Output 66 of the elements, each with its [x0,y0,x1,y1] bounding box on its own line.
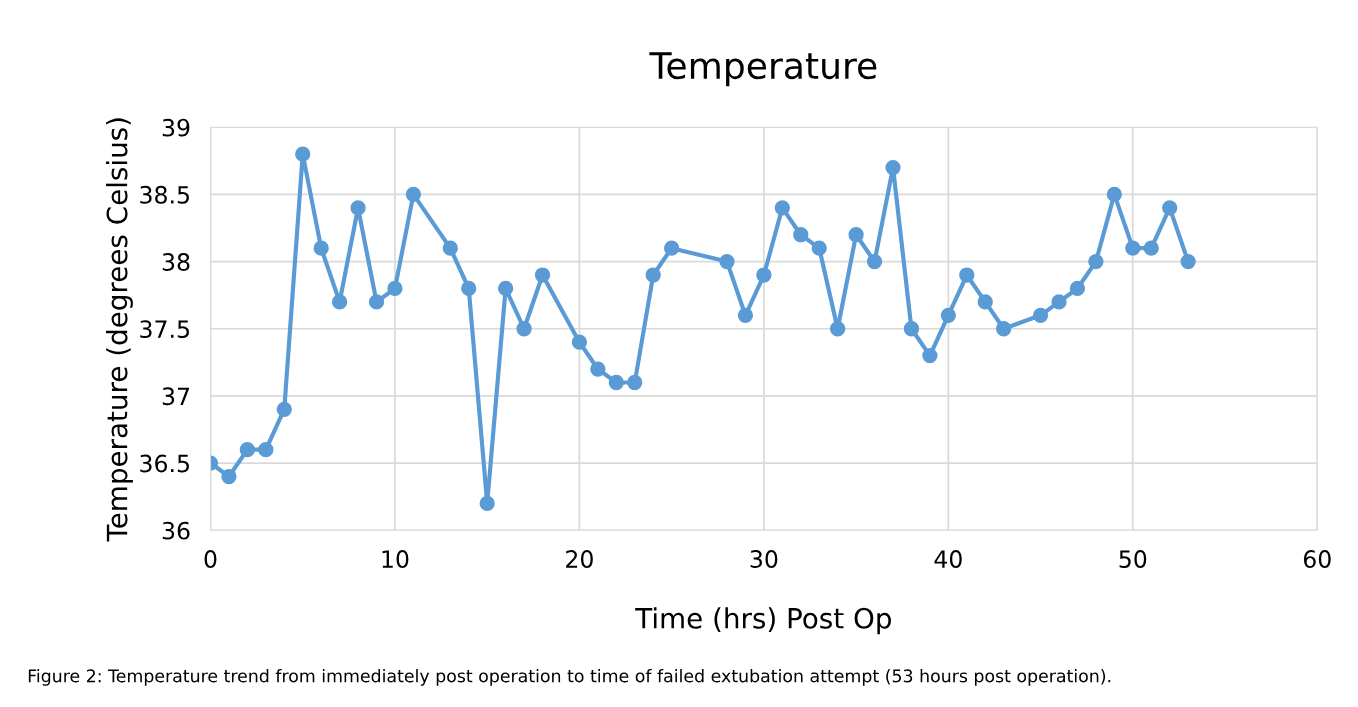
caption: Figure 2: Temperature trend from immediately post operation to time of failed extubation attempt (53 hours post operation). [28,668,1111,686]
point [959,267,975,283]
point [1032,307,1049,323]
y-tick-label: 37.5 [140,320,189,339]
point [1143,240,1159,256]
x-tick-label: 60 [1303,550,1331,568]
point [258,442,274,458]
point [627,374,643,391]
point [940,307,956,323]
point [1069,280,1086,297]
point [387,280,403,297]
point [774,200,790,216]
point [1106,186,1122,203]
y-tick-label: 38.5 [140,185,189,204]
point [756,267,772,283]
x-tick-label: 10 [382,550,409,568]
point [571,334,588,350]
point [885,159,901,176]
point [793,227,809,243]
chart-title: Temperature [649,52,877,87]
point [368,294,385,310]
x-tick-label: 0 [204,550,217,568]
point [313,240,329,256]
point [331,294,348,310]
point [590,361,606,377]
point [1162,200,1178,216]
y-tick-label: 38 [162,253,190,271]
point [977,294,993,310]
point [830,321,846,337]
point [903,321,920,337]
point [1180,253,1196,270]
point [1051,294,1067,310]
point [497,280,514,297]
point [461,280,477,297]
x-tick-label: 40 [934,550,962,568]
y-tick-label: 37 [162,387,190,406]
point [442,240,458,256]
point [811,240,827,256]
y-tick-label: 39 [162,118,190,137]
point [295,146,311,162]
point [239,442,256,458]
point [719,253,735,270]
point [350,200,366,216]
point [516,321,532,337]
point [534,267,551,283]
point [996,321,1012,337]
y-tick-label: 36.5 [140,454,189,473]
point [737,307,754,323]
x-tick-label: 30 [750,550,778,568]
point [848,227,864,243]
point [608,374,624,391]
point [479,495,495,512]
y-axis-title: Temperature (degrees Celsius) [106,118,133,542]
point [1125,240,1141,256]
x-tick-label: 20 [566,550,593,568]
x-axis-title: Time (hrs) Post Op [635,607,891,635]
point [922,347,938,364]
point [221,468,237,485]
point [1088,253,1104,270]
point [866,253,883,270]
point [645,267,661,283]
point [276,401,292,417]
point [405,186,422,203]
point [664,240,680,256]
y-tick-label: 36 [162,521,190,540]
x-tick-label: 50 [1119,550,1147,568]
